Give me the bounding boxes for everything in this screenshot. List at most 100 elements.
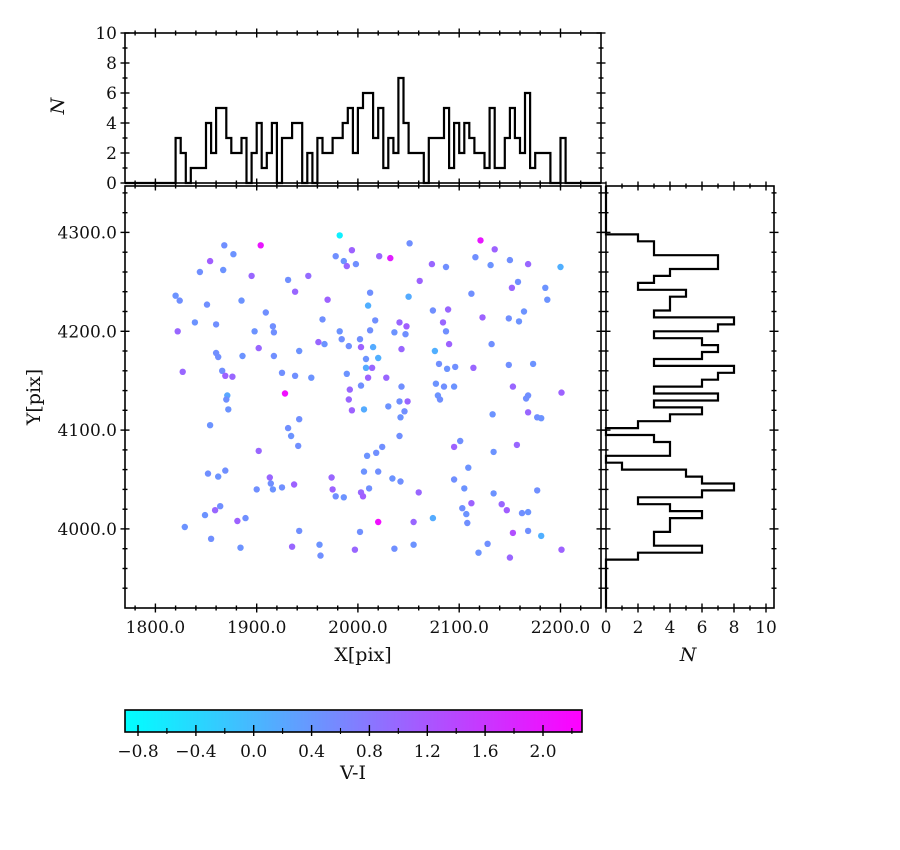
scatter-point	[558, 546, 565, 553]
scatter-points	[172, 232, 565, 561]
scatter-point	[498, 501, 505, 508]
scatter-point	[410, 541, 417, 548]
scatter-point	[296, 416, 303, 423]
scatter-point	[457, 437, 464, 445]
colorbar-tick-label: 1.6	[472, 742, 499, 762]
scatter-point	[174, 328, 181, 335]
scatter-point	[439, 319, 447, 326]
scatter-point	[288, 543, 296, 550]
scatter-point	[372, 317, 379, 324]
scatter-point	[225, 406, 232, 413]
scatter-point	[475, 549, 482, 556]
scatter-point	[363, 452, 371, 459]
scatter-point	[513, 441, 521, 449]
scatter-point	[376, 253, 383, 260]
scatter-point	[470, 364, 477, 371]
right-histogram-tick-label: 0	[601, 618, 612, 638]
scatter-point	[416, 277, 423, 285]
scatter-point	[207, 535, 215, 542]
scatter-ylabel: Y[pix]	[23, 368, 45, 426]
scatter-point	[332, 253, 339, 260]
scatter-point	[429, 514, 437, 522]
scatter-point	[558, 389, 565, 396]
scatter-point	[222, 467, 229, 474]
scatter-point	[435, 360, 443, 368]
scatter-point	[317, 552, 324, 559]
scatter-point	[538, 415, 545, 422]
scatter-point	[544, 296, 551, 303]
scatter-point	[270, 352, 278, 360]
scatter-point	[472, 254, 479, 261]
scatter-point	[357, 382, 365, 389]
axis-ticks: 1800.0 1900.0 2000.0 2100.0 2200.04300.04200…	[58, 24, 779, 638]
scatter-point	[366, 289, 374, 296]
scatter-point	[255, 344, 262, 352]
scatter-point	[515, 318, 523, 325]
scatter-point	[287, 432, 295, 440]
scatter-point	[239, 352, 246, 360]
scatter-xlabel: X[pix]	[334, 644, 392, 666]
colorbar-tick-label: 0.4	[298, 742, 325, 762]
scatter-point	[238, 297, 245, 304]
scatter-point	[295, 442, 302, 450]
scatter-point	[172, 292, 179, 299]
right-histogram-tick-label: 8	[729, 618, 740, 638]
scatter-point	[191, 319, 199, 326]
scatter-point	[305, 272, 312, 280]
scatter-point	[211, 507, 219, 514]
scatter-point	[385, 403, 392, 410]
scatter-point	[364, 374, 372, 381]
scatter-x-tick-label: 1800.0	[126, 618, 185, 638]
scatter-point	[267, 480, 274, 487]
scatter-point	[336, 328, 343, 335]
scatter-point	[369, 343, 377, 351]
scatter-point	[477, 237, 484, 244]
scatter-point	[503, 507, 510, 514]
scatter-point	[368, 364, 376, 371]
scatter-point	[405, 293, 412, 300]
scatter-point	[315, 338, 322, 346]
scatter-point	[508, 284, 516, 291]
scatter-point	[284, 424, 292, 432]
scatter-point	[398, 383, 405, 390]
top-histogram-tick-label: 0	[106, 174, 117, 194]
scatter-point	[452, 363, 459, 371]
scatter-point	[348, 247, 356, 254]
scatter-point	[459, 505, 466, 512]
scatter-point	[401, 408, 408, 415]
scatter-point	[237, 544, 244, 551]
scatter-point	[490, 448, 497, 456]
scatter-point	[357, 343, 365, 351]
scatter-y-tick-label: 4300.0	[58, 223, 117, 243]
scatter-point	[219, 367, 226, 374]
scatter-point	[489, 411, 496, 418]
scatter-point	[465, 464, 472, 471]
scatter-point	[443, 365, 451, 372]
scatter-point	[345, 396, 352, 403]
scatter-point	[179, 368, 186, 375]
scatter-point	[391, 329, 398, 336]
scatter-point	[346, 386, 353, 393]
scatter-point	[518, 509, 526, 517]
scatter-point	[389, 475, 396, 482]
scatter-point	[340, 257, 347, 265]
scatter-point	[442, 263, 450, 271]
scatter-point	[324, 296, 331, 303]
top-histogram-tick-label: 8	[106, 54, 117, 74]
scatter-point	[196, 268, 204, 276]
scatter-point	[201, 511, 209, 519]
scatter-point	[505, 361, 512, 369]
scatter-point	[396, 398, 403, 405]
scatter-point	[436, 396, 444, 403]
colorbar-label: V-I	[340, 762, 366, 784]
scatter-point	[429, 307, 437, 314]
scatter-point	[356, 528, 364, 536]
scatter-point	[396, 319, 403, 326]
colorbar-tick-label: 2.0	[529, 742, 556, 762]
scatter-point	[229, 373, 236, 380]
scatter-y-tick-label: 4100.0	[58, 421, 117, 441]
scatter-point	[234, 517, 241, 525]
scatter-point	[217, 503, 224, 510]
right-histogram-steps	[604, 186, 736, 608]
